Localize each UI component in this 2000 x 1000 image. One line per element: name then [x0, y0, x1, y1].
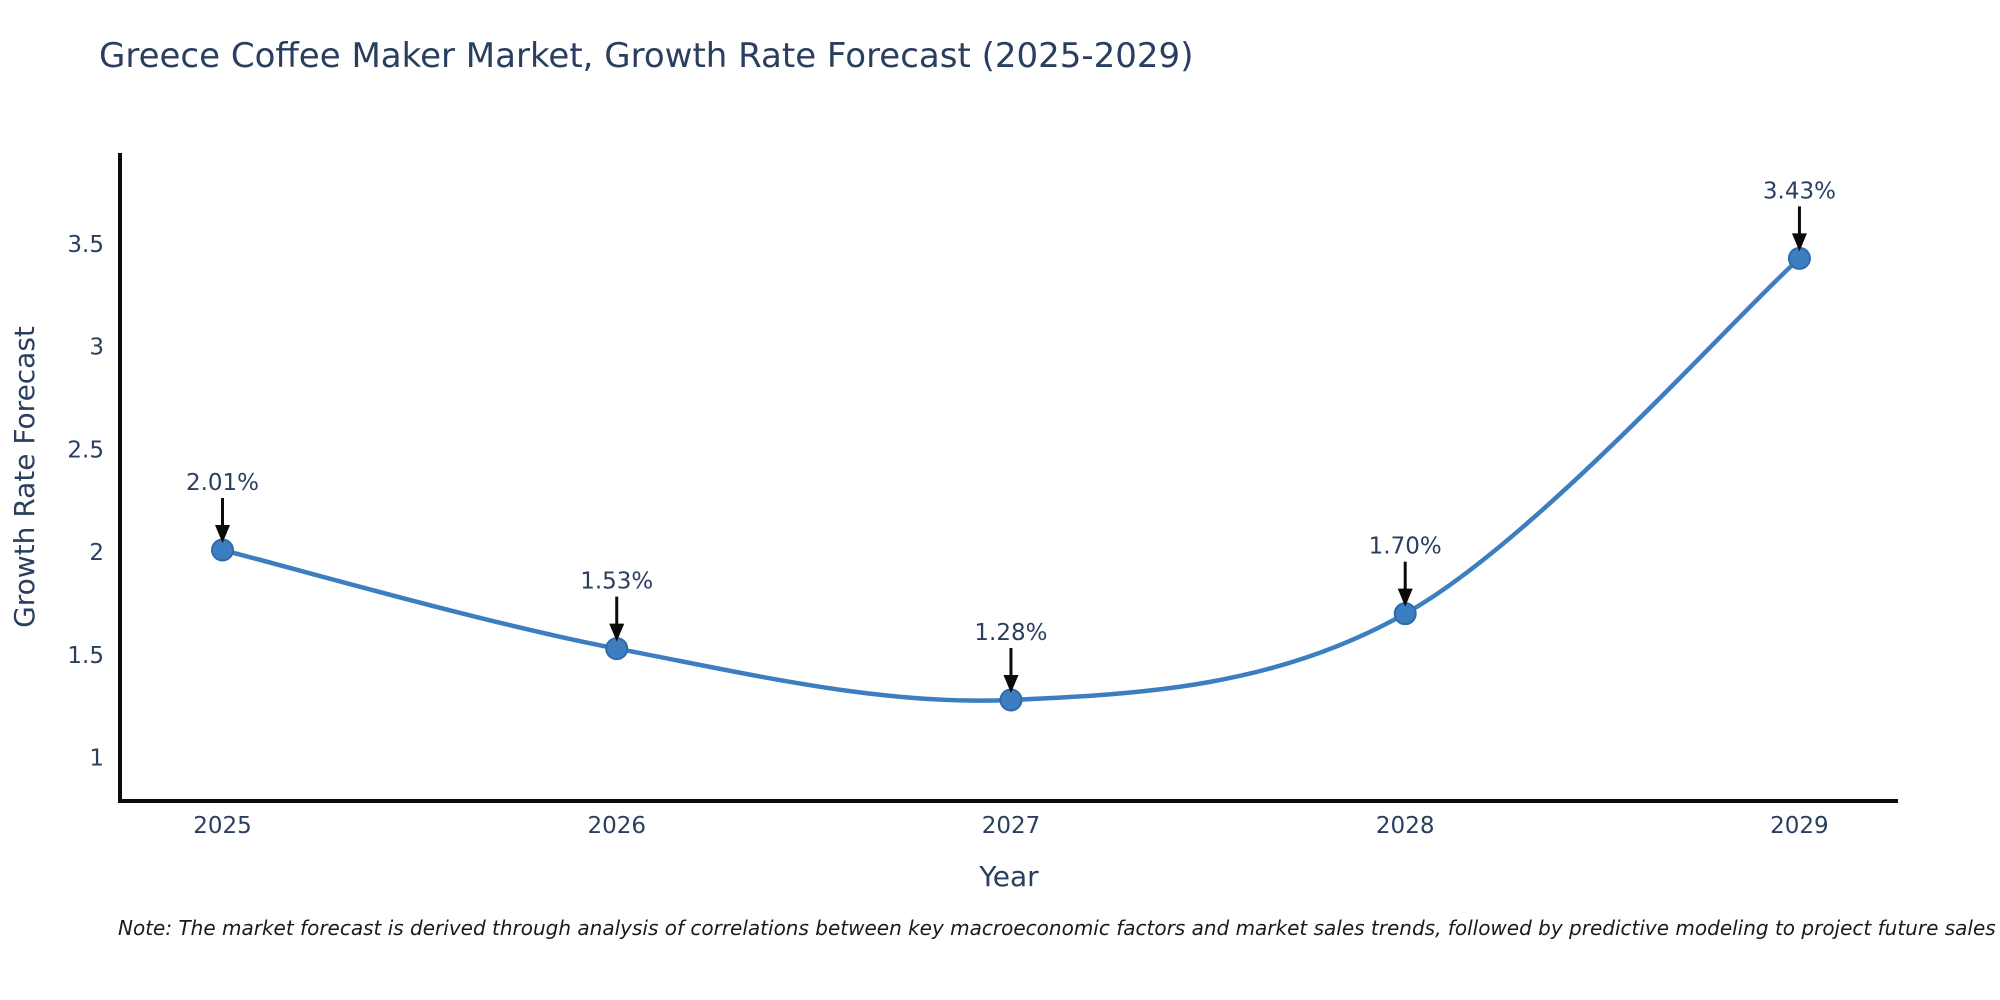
annotation-arrowhead-icon — [215, 525, 231, 544]
x-axis-title: Year — [978, 860, 1039, 893]
annotation-arrowhead-icon — [609, 623, 625, 642]
y-tick-label: 3.5 — [67, 232, 104, 258]
data-point-label: 2.01% — [186, 470, 259, 496]
y-tick-label: 1.5 — [67, 643, 104, 669]
data-point-label: 1.70% — [1369, 534, 1442, 560]
y-tick-label: 2 — [89, 540, 104, 566]
data-point-label: 1.53% — [580, 569, 653, 595]
y-tick-label: 1 — [89, 746, 104, 772]
x-tick-label: 2028 — [1376, 813, 1435, 839]
y-axis-title: Growth Rate Forecast — [8, 326, 41, 628]
y-tick-label: 2.5 — [67, 437, 104, 463]
chart-title: Greece Coffee Maker Market, Growth Rate … — [99, 36, 1194, 76]
annotation-arrowhead-icon — [1003, 674, 1019, 693]
x-tick-label: 2029 — [1770, 813, 1829, 839]
y-tick-label: 3 — [89, 335, 104, 361]
annotation-arrowhead-icon — [1397, 588, 1413, 607]
footnote: Note: The market forecast is derived thr… — [118, 916, 1996, 940]
data-point-label: 3.43% — [1763, 178, 1836, 204]
data-point-label: 1.28% — [974, 620, 1047, 646]
annotation-arrowhead-icon — [1791, 233, 1807, 252]
x-tick-label: 2026 — [587, 813, 646, 839]
x-tick-label: 2025 — [193, 813, 252, 839]
x-tick-label: 2027 — [982, 813, 1041, 839]
